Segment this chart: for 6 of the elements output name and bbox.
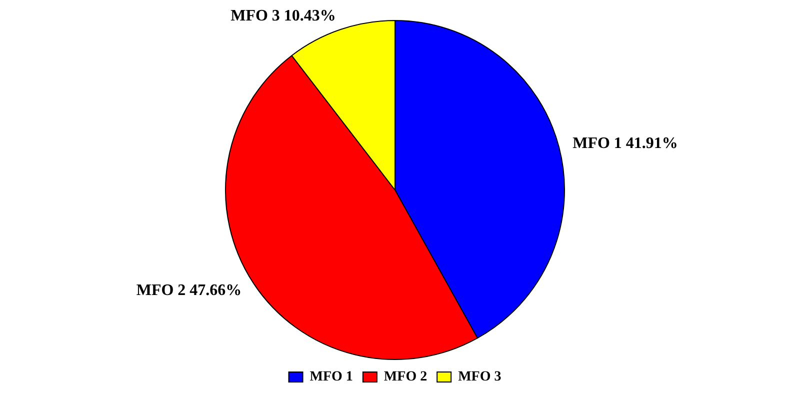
category-label: MFO 3 10.43% — [230, 7, 336, 24]
legend-label: MFO 1 — [310, 370, 353, 385]
legend-label: MFO 3 — [458, 370, 502, 385]
category-label: MFO 2 47.66% — [136, 282, 242, 299]
legend-label: MFO 2 — [384, 370, 428, 385]
category-label: MFO 1 41.91% — [572, 135, 678, 152]
